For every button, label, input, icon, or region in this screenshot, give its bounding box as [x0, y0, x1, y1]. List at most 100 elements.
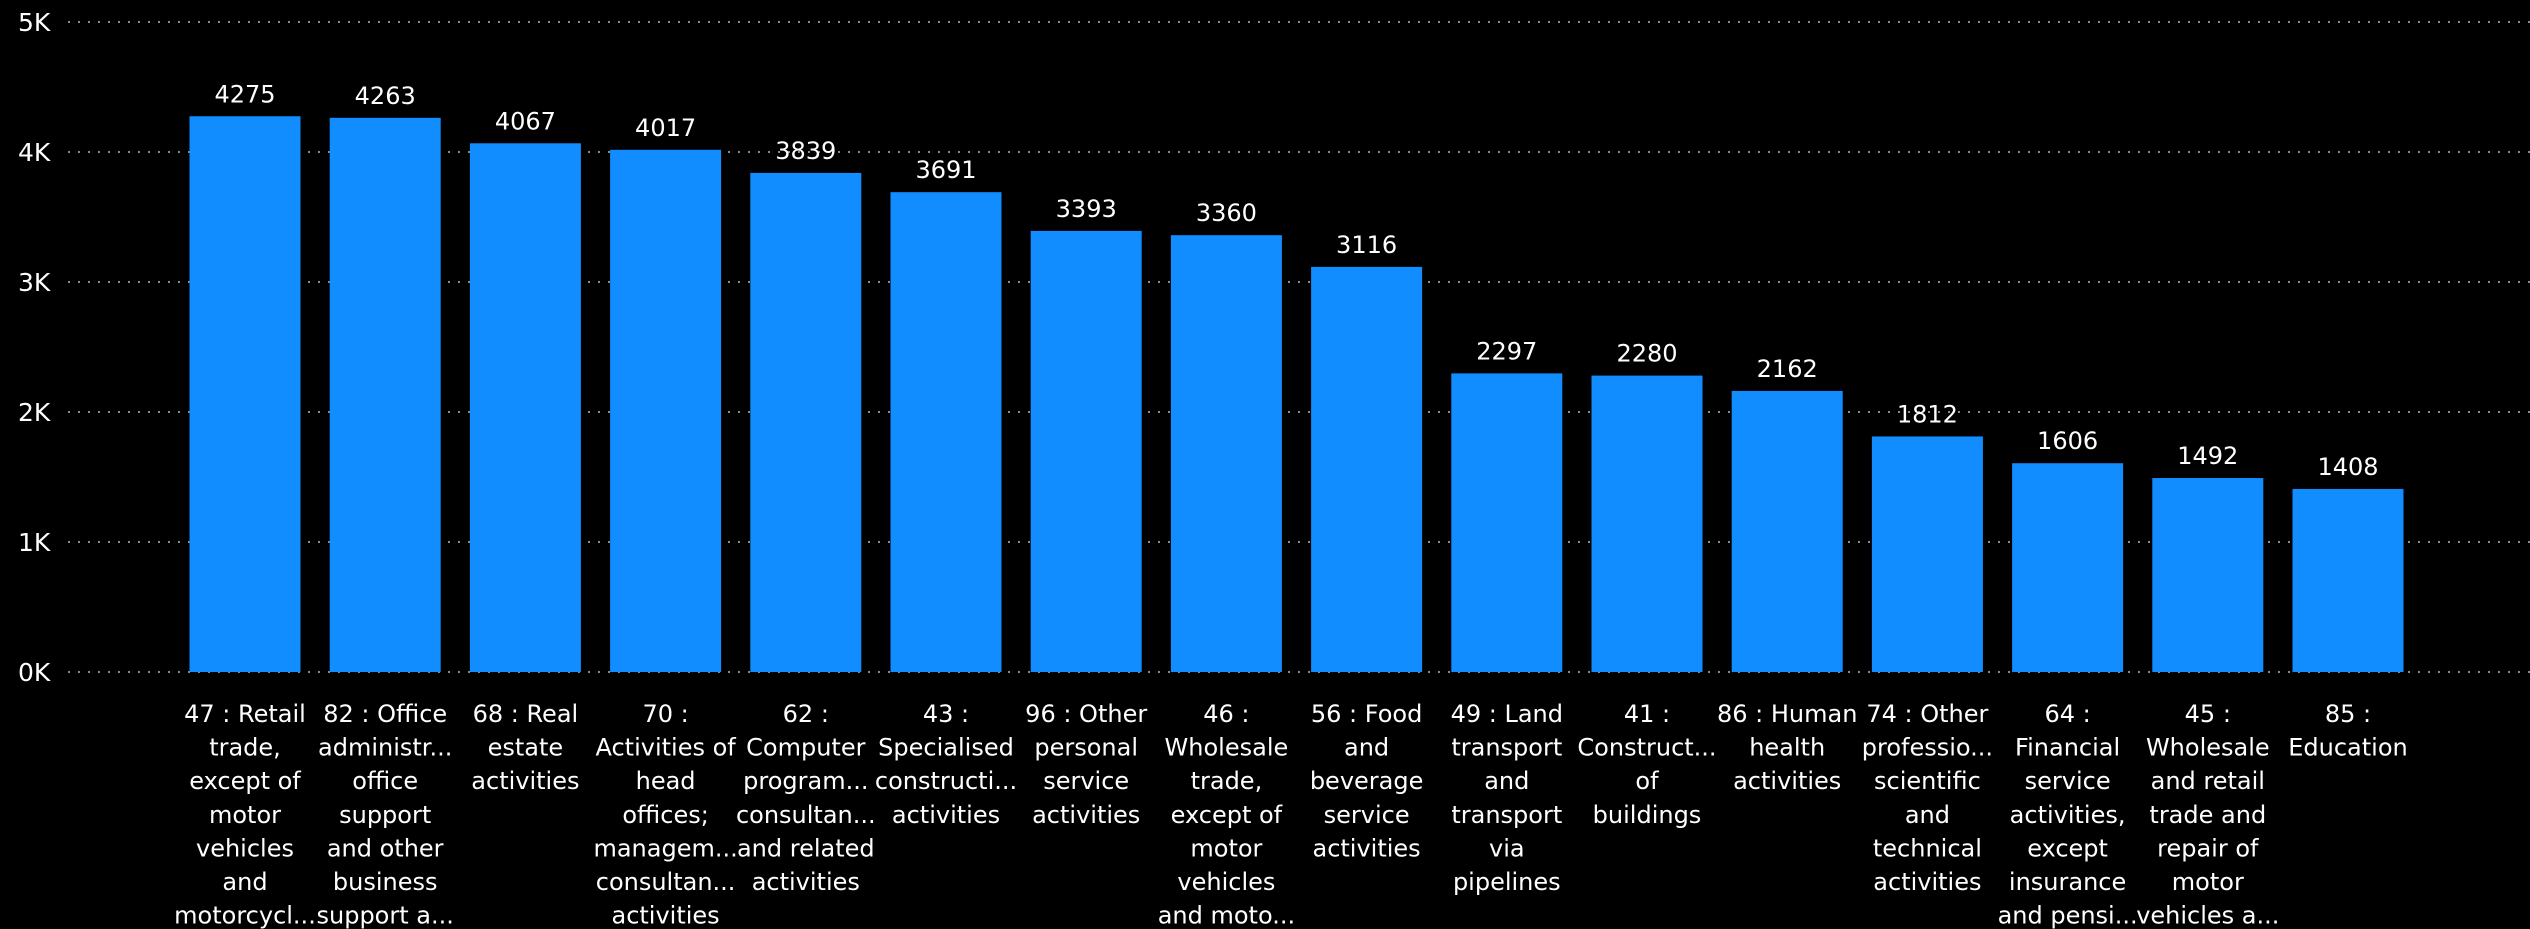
x-axis-category-labels: 47 : Retail trade, except of motor vehicles a…	[174, 700, 2408, 929]
bar-value-label: 3839	[775, 137, 836, 165]
category-label-line: office	[352, 767, 418, 795]
category-label-line: health	[1749, 734, 1825, 762]
bar-value-label: 3691	[915, 156, 976, 184]
category-label-line: 96 : Other	[1025, 700, 1147, 728]
category-label-line: and pensi...	[1998, 902, 2138, 929]
bar[interactable]	[1170, 235, 1282, 672]
category-label: 41 : Construct... of buildings	[1577, 700, 1716, 829]
bar-value-label: 4275	[214, 80, 275, 108]
category-label-line: Specialised	[878, 734, 1014, 762]
bar-value-label: 4263	[355, 82, 416, 110]
category-label-line: activities	[1032, 801, 1140, 829]
category-label-line: 45 :	[2185, 700, 2231, 728]
category-label-line: and	[1344, 734, 1389, 762]
bar[interactable]	[1451, 373, 1563, 672]
category-label: 43 : Specialised constructi... activities	[875, 700, 1017, 829]
y-tick-label: 1K	[18, 528, 51, 557]
category-label-line: activities	[611, 902, 719, 929]
bar-value-label: 1606	[2037, 427, 2098, 455]
y-tick-label: 5K	[18, 8, 51, 37]
bar[interactable]	[1591, 375, 1703, 672]
category-label-line: support	[339, 801, 431, 829]
category-label-line: 41 :	[1624, 700, 1670, 728]
category-label-line: 70 :	[642, 700, 688, 728]
y-tick-label: 2K	[18, 398, 51, 427]
bar[interactable]	[189, 116, 301, 672]
category-label-line: 85 :	[2325, 700, 2371, 728]
category-label-line: Wholesale	[1165, 734, 1289, 762]
category-label-line: activities	[1312, 834, 1420, 862]
bar[interactable]	[2152, 478, 2264, 672]
category-label-line: managem...	[593, 834, 737, 862]
bar[interactable]	[2012, 463, 2124, 672]
category-label-line: vehicles a...	[2136, 902, 2279, 929]
y-tick-label: 0K	[18, 658, 51, 687]
category-label-line: constructi...	[875, 767, 1017, 795]
bar-value-label: 3360	[1196, 199, 1257, 227]
bar[interactable]	[610, 149, 722, 673]
bar[interactable]	[890, 192, 1002, 673]
category-label-line: service	[1324, 801, 1410, 829]
category-label-line: and	[1484, 767, 1529, 795]
category-label-line: and	[222, 868, 267, 896]
category-label-line: technical	[1873, 834, 1982, 862]
category-label-line: Wholesale	[2146, 734, 2270, 762]
category-label-line: activities,	[2010, 801, 2126, 829]
category-label: 82 : Office administr... office support and …	[317, 700, 454, 929]
category-label-line: 43 :	[923, 700, 969, 728]
category-label-line: trade,	[209, 734, 281, 762]
bar[interactable]	[1871, 436, 1983, 672]
category-label-line: motor	[2172, 868, 2244, 896]
category-label-line: scientific	[1874, 767, 1981, 795]
bar-value-label: 3393	[1056, 195, 1117, 223]
category-label-line: insurance	[2009, 868, 2126, 896]
category-label-line: repair of	[2157, 834, 2259, 862]
bar-value-label: 1492	[2177, 442, 2238, 470]
category-label-line: vehicles	[1177, 868, 1275, 896]
bar[interactable]	[1030, 230, 1142, 672]
category-label-line: activities	[892, 801, 1000, 829]
category-label-line: program...	[743, 767, 868, 795]
bar-value-label: 4017	[635, 114, 696, 142]
category-label: 85 : Education	[2288, 700, 2407, 762]
category-label-line: transport	[1451, 801, 1562, 829]
y-axis-ticks: 0K 1K 2K 3K 4K 5K	[18, 8, 51, 687]
category-label: 86 : Human health activities	[1717, 700, 1857, 795]
category-label-line: offices;	[622, 801, 708, 829]
category-label-line: Construct...	[1577, 734, 1716, 762]
bar[interactable]	[2292, 488, 2404, 672]
category-label-line: head	[636, 767, 696, 795]
category-label: 68 : Real estate activities	[471, 700, 579, 795]
category-label-line: motor	[1190, 834, 1262, 862]
category-label: 70 : Activities of head offices; managem... c…	[593, 700, 737, 929]
bar-value-label: 2297	[1476, 337, 1537, 365]
bar[interactable]	[750, 172, 862, 672]
y-tick-label: 4K	[18, 138, 51, 167]
category-label-line: and related	[737, 834, 875, 862]
category-label-line: via	[1489, 834, 1525, 862]
category-label-line: trade and	[2149, 801, 2266, 829]
bars	[189, 116, 2404, 673]
category-label-line: vehicles	[196, 834, 294, 862]
bar[interactable]	[1311, 266, 1423, 672]
category-label-line: Activities of	[595, 734, 736, 762]
category-label-line: Education	[2288, 734, 2407, 762]
bar-value-label: 2280	[1616, 340, 1677, 368]
bar[interactable]	[329, 117, 441, 672]
category-label-line: activities	[471, 767, 579, 795]
y-tick-label: 3K	[18, 268, 51, 297]
category-label: 74 : Other professio... scientific and techn…	[1862, 700, 1993, 896]
category-label-line: and moto...	[1158, 902, 1295, 929]
category-label: 47 : Retail trade, except of motor vehicles a…	[174, 700, 316, 929]
category-label-line: support a...	[317, 902, 454, 929]
category-label-line: consultan...	[596, 868, 736, 896]
bar[interactable]	[469, 143, 581, 673]
category-label-line: 56 : Food	[1311, 700, 1422, 728]
category-label-line: estate	[488, 734, 564, 762]
category-label-line: and other	[327, 834, 444, 862]
category-label-line: and retail	[2151, 767, 2265, 795]
bar[interactable]	[1731, 390, 1843, 672]
category-label-line: Financial	[2015, 734, 2120, 762]
category-label-line: of	[1635, 767, 1659, 795]
